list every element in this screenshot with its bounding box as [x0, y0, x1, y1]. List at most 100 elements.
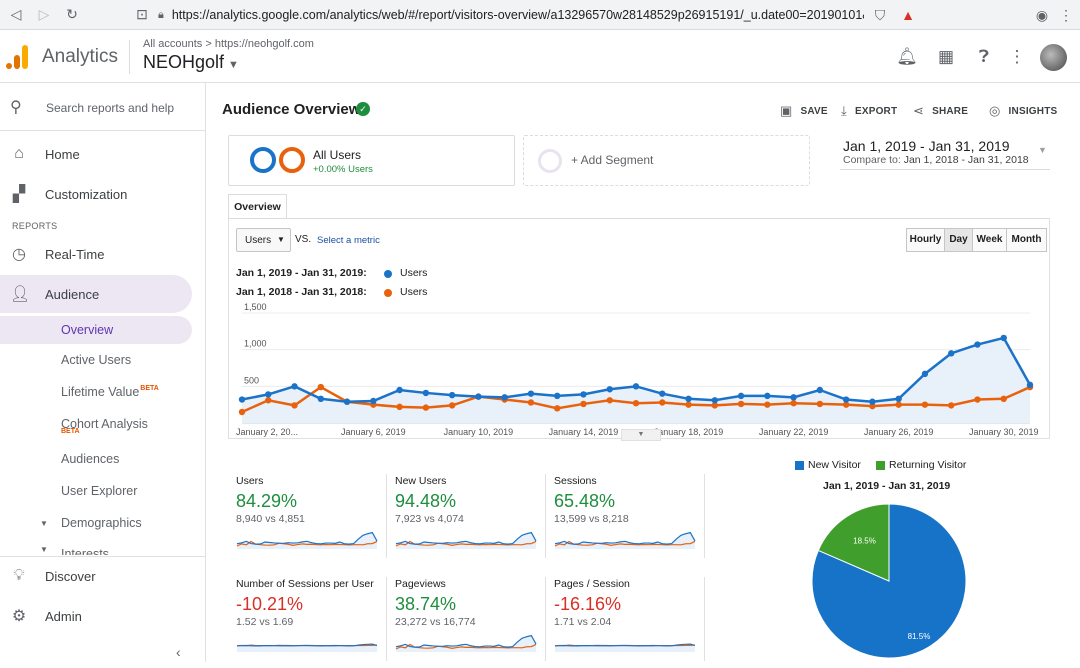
data-point-current[interactable] — [895, 395, 902, 402]
data-point-current[interactable] — [291, 383, 298, 390]
insights-button[interactable]: ◎ INSIGHTS — [989, 103, 1058, 118]
pie-slice-returning-visitor[interactable] — [817, 503, 890, 582]
metric-users[interactable]: Users 84.29% 8,940 vs 4,851 — [236, 475, 388, 555]
sidebar-item-interests[interactable]: ▼ Interests — [0, 541, 192, 555]
property-selector[interactable]: NEOHgolf ▼ — [143, 52, 239, 73]
data-point-previous[interactable] — [737, 400, 745, 408]
data-point-previous[interactable] — [948, 402, 955, 409]
menu-icon[interactable]: ⋮ — [1059, 6, 1073, 23]
data-point-current[interactable] — [948, 350, 955, 357]
data-point-current[interactable] — [501, 394, 508, 401]
avatar[interactable] — [1040, 44, 1067, 71]
data-point-current[interactable] — [921, 370, 929, 378]
data-point-current[interactable] — [606, 386, 613, 393]
data-point-previous[interactable] — [291, 402, 298, 409]
data-point-previous[interactable] — [659, 399, 666, 406]
granularity-day[interactable]: Day — [944, 228, 973, 252]
data-point-previous[interactable] — [842, 401, 850, 408]
data-point-previous[interactable] — [606, 397, 613, 404]
back-icon[interactable]: ◁ — [10, 6, 22, 22]
more-vert-icon[interactable]: ⋮ — [1008, 47, 1026, 66]
collapse-sidebar-icon[interactable]: ‹ — [176, 644, 181, 660]
data-point-current[interactable] — [816, 386, 824, 394]
data-point-current[interactable] — [370, 397, 377, 405]
data-point-current[interactable] — [869, 398, 876, 405]
data-point-previous[interactable] — [527, 399, 535, 406]
data-point-previous[interactable] — [895, 401, 902, 408]
metric-new-users[interactable]: New Users 94.48% 7,923 vs 4,074 — [395, 475, 547, 555]
share-button[interactable]: ⋖ SHARE — [913, 103, 969, 118]
address-bar[interactable]: 🔒︎ https://analytics.google.com/analytic… — [158, 4, 864, 26]
forward-icon[interactable]: ▷ — [38, 6, 50, 22]
data-point-current[interactable] — [580, 391, 587, 398]
triangle-icon[interactable]: ▲ — [901, 7, 915, 23]
add-segment-button[interactable]: + Add Segment — [523, 135, 810, 186]
data-point-previous[interactable] — [790, 400, 797, 407]
sidebar-item-lifetime-value[interactable]: Lifetime ValueBETA — [0, 378, 192, 406]
search-reports[interactable]: ⚲ Search reports and help — [0, 83, 206, 131]
metric-pages-session[interactable]: Pages / Session -16.16% 1.71 vs 2.04 — [554, 578, 706, 658]
data-point-current[interactable] — [685, 395, 692, 402]
data-point-current[interactable] — [265, 391, 272, 398]
data-point-previous[interactable] — [448, 402, 456, 409]
data-point-previous[interactable] — [1000, 395, 1007, 402]
metric-dropdown[interactable]: Users ▼ — [236, 228, 291, 252]
data-point-previous[interactable] — [974, 396, 981, 403]
date-range-picker[interactable]: Jan 1, 2019 - Jan 31, 2019 — [843, 138, 1010, 154]
metric-pageviews[interactable]: Pageviews 38.74% 23,272 vs 16,774 — [395, 578, 547, 658]
data-point-previous[interactable] — [921, 401, 929, 408]
data-point-previous[interactable] — [317, 383, 324, 391]
sidebar-item-home[interactable]: ⌂ Home — [0, 135, 206, 173]
data-point-current[interactable] — [737, 392, 745, 400]
data-point-current[interactable] — [527, 390, 535, 397]
data-point-previous[interactable] — [238, 408, 246, 416]
data-point-current[interactable] — [396, 386, 403, 394]
sidebar-item-audience[interactable]: 👤︎ Audience — [0, 275, 192, 313]
data-point-current[interactable] — [1000, 334, 1007, 342]
bookmark-icon[interactable]: ⊡ — [136, 6, 148, 22]
data-point-current[interactable] — [1026, 381, 1034, 389]
granularity-hourly[interactable]: Hourly — [906, 228, 945, 252]
reload-icon[interactable]: ↻ — [66, 6, 78, 22]
data-point-current[interactable] — [422, 389, 430, 397]
data-point-current[interactable] — [764, 392, 771, 400]
apps-grid-icon[interactable]: ▦ — [937, 47, 955, 66]
data-point-current[interactable] — [632, 383, 640, 390]
data-point-current[interactable] — [238, 396, 246, 403]
account-breadcrumb[interactable]: All accounts > https://neohgolf.com — [143, 38, 314, 50]
export-button[interactable]: ⤓ EXPORT — [841, 103, 898, 118]
data-point-previous[interactable] — [580, 400, 587, 408]
data-point-current[interactable] — [554, 392, 561, 400]
sidebar-item-realtime[interactable]: ◷ Real-Time — [0, 235, 206, 273]
data-point-previous[interactable] — [632, 400, 640, 407]
shield-icon[interactable]: ⛉ — [874, 6, 886, 23]
notifications-bell-icon[interactable]: 🔔︎ — [896, 47, 918, 66]
sidebar-item-audiences[interactable]: Audiences — [0, 445, 192, 473]
data-point-previous[interactable] — [396, 403, 403, 411]
chart-resize-handle[interactable]: ▼ — [621, 429, 661, 441]
data-point-current[interactable] — [448, 391, 456, 399]
data-point-current[interactable] — [974, 341, 981, 348]
data-point-previous[interactable] — [554, 405, 561, 412]
select-metric-link[interactable]: Select a metric — [317, 235, 380, 246]
account-icon[interactable]: ◉ — [1035, 6, 1049, 23]
caret-down-icon[interactable]: ▼ — [1038, 145, 1047, 155]
data-point-previous[interactable] — [816, 400, 824, 408]
help-icon[interactable]: ❓︎ — [978, 47, 990, 66]
sidebar-item-demographics[interactable]: ▼ Demographics — [0, 509, 192, 537]
tab-overview[interactable]: Overview — [228, 194, 287, 219]
data-point-current[interactable] — [317, 395, 324, 402]
sidebar-item-overview[interactable]: Overview — [0, 316, 192, 344]
sidebar-item-discover[interactable]: 💡︎ Discover — [0, 557, 206, 595]
granularity-week[interactable]: Week — [972, 228, 1007, 252]
metric-sessions[interactable]: Sessions 65.48% 13,599 vs 8,218 — [554, 475, 706, 555]
data-point-current[interactable] — [711, 397, 718, 404]
data-point-current[interactable] — [343, 398, 351, 405]
data-point-previous[interactable] — [422, 404, 430, 411]
data-point-previous[interactable] — [764, 401, 771, 408]
sidebar-item-active-users[interactable]: Active Users — [0, 346, 192, 374]
sidebar-item-customization[interactable]: ▞ Customization — [0, 175, 206, 213]
data-point-current[interactable] — [659, 390, 666, 397]
segment-all-users[interactable]: All Users +0.00% Users — [228, 135, 515, 186]
data-point-previous[interactable] — [711, 402, 718, 409]
